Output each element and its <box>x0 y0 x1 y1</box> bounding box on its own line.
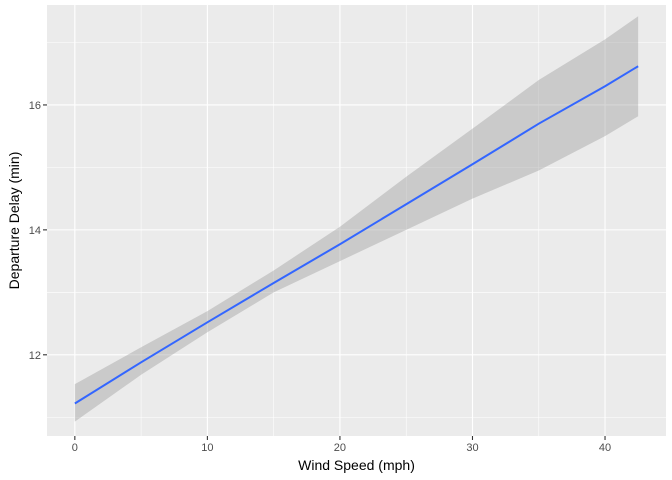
x-axis-title: Wind Speed (mph) <box>298 457 415 473</box>
x-tick-label: 30 <box>466 442 478 454</box>
y-tick-label: 16 <box>29 100 41 112</box>
major-gridlines <box>47 5 666 436</box>
y-axis: 12 14 16 <box>29 100 47 362</box>
confidence-ribbon <box>74 16 639 422</box>
plot-panel <box>47 5 666 436</box>
y-tick-label: 12 <box>29 350 41 362</box>
y-axis-title: Departure Delay (min) <box>6 152 22 290</box>
y-tick-label: 14 <box>29 225 41 237</box>
minor-gridlines <box>47 5 666 436</box>
x-tick-label: 40 <box>599 442 611 454</box>
x-axis: 0 10 20 30 40 <box>72 436 611 454</box>
x-tick-label: 0 <box>72 442 78 454</box>
x-tick-label: 10 <box>201 442 213 454</box>
x-tick-label: 20 <box>334 442 346 454</box>
trend-line <box>74 65 639 405</box>
